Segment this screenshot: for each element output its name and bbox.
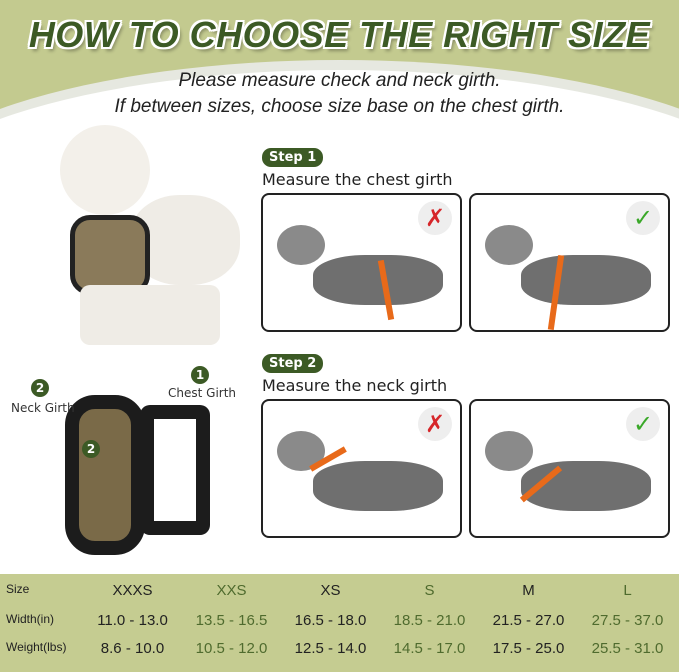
size-table-cell: XXXS — [112, 582, 153, 599]
size-table-cell: XXS — [216, 582, 247, 599]
size-table-cell: 10.5 - 12.0 — [195, 640, 268, 657]
neck-girth-badge: 2 — [31, 379, 49, 397]
chest-girth-label: Chest Girth — [168, 386, 237, 400]
check-icon: ✓ — [626, 407, 660, 441]
wrong-icon: ✗ — [418, 201, 452, 235]
row-label: Size — [6, 582, 30, 596]
step-1-label: Measure the chest girth — [262, 170, 453, 189]
size-table-cell: 25.5 - 31.0 — [591, 640, 664, 657]
row-label: Width(in) — [6, 612, 55, 626]
neck-wrong-photo: ✗ — [261, 399, 462, 538]
size-table-cell: 21.5 - 27.0 — [492, 612, 565, 629]
check-icon: ✓ — [626, 201, 660, 235]
neck-right-photo: ✓ — [469, 399, 670, 538]
size-table-cell: 17.5 - 25.0 — [492, 640, 565, 657]
inner-neck-badge: 2 — [82, 440, 100, 458]
size-table-cell: L — [623, 582, 632, 599]
size-table-cell: XS — [320, 582, 341, 599]
size-table-cell: 27.5 - 37.0 — [591, 612, 664, 629]
size-table-cell: S — [424, 582, 435, 599]
size-table-cell: 18.5 - 21.0 — [393, 612, 466, 629]
size-table-cell: 13.5 - 16.5 — [195, 612, 268, 629]
size-table-row: Weight(lbs) 8.6 - 10.0 10.5 - 12.0 12.5 - 1… — [0, 640, 679, 668]
size-table-cell: 11.0 - 13.0 — [97, 612, 168, 629]
page-title: HOW TO CHOOSE THE RIGHT SIZE — [28, 14, 651, 55]
chest-wrong-photo: ✗ — [261, 193, 462, 332]
instruction-line-2: If between sizes, choose size base on th… — [114, 96, 565, 117]
size-table-cell: 8.6 - 10.0 — [100, 640, 165, 657]
chest-girth-badge: 1 — [191, 366, 209, 384]
size-table-cell: M — [522, 582, 535, 599]
size-table-row: Size XXXS XXS XS S M L — [0, 582, 679, 610]
step-2-badge: Step 2 — [262, 354, 324, 373]
chest-right-photo: ✓ — [469, 193, 670, 332]
size-table-row: Width(in) 11.0 - 13.0 13.5 - 16.5 16.5 - 18… — [0, 612, 679, 640]
size-table-cell: 12.5 - 14.0 — [294, 640, 367, 657]
neck-girth-label: Neck Girth — [11, 401, 75, 415]
row-label: Weight(lbs) — [6, 640, 67, 654]
header-banner — [0, 0, 679, 130]
step-1-badge: Step 1 — [262, 148, 324, 167]
size-table-cell: 16.5 - 18.0 — [294, 612, 367, 629]
instruction-line-1: Please measure check and neck girth. — [178, 70, 501, 91]
dog-in-harness-photo — [50, 125, 245, 355]
step-2-label: Measure the neck girth — [262, 376, 448, 395]
harness-photo — [55, 385, 225, 565]
size-table: Size XXXS XXS XS S M L Width(in) 11.0 - 13.0 13.5… — [0, 574, 679, 672]
wrong-icon: ✗ — [418, 407, 452, 441]
size-table-cell: 14.5 - 17.0 — [393, 640, 466, 657]
